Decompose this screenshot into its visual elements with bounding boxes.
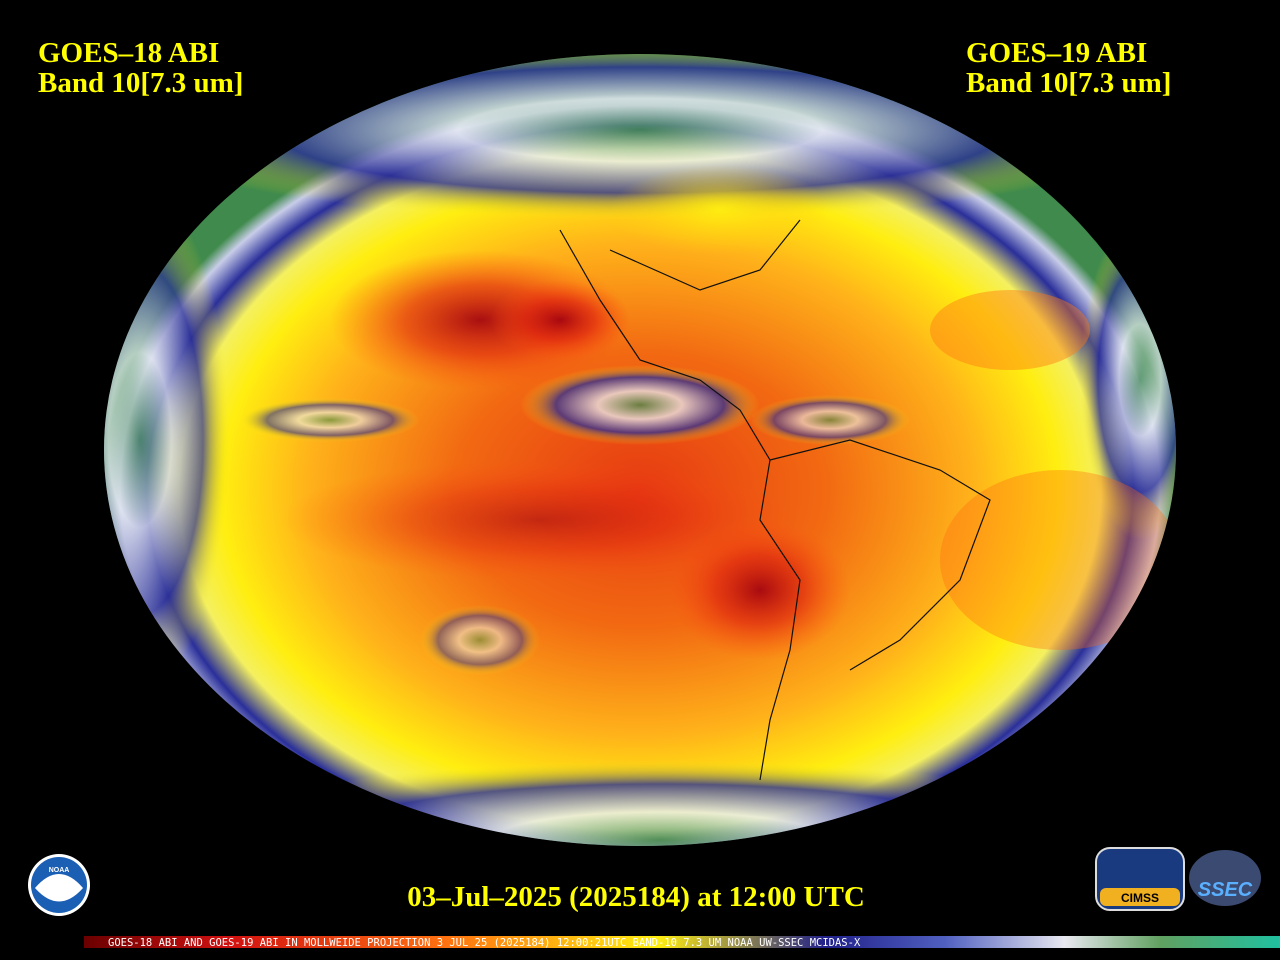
- cimss-logo: CIMSS: [1095, 847, 1185, 911]
- coastlines: [559, 219, 991, 781]
- color-bar: [84, 936, 1280, 948]
- footer-caption: GOES-18 ABI AND GOES-19 ABI IN MOLLWEIDE…: [108, 937, 861, 949]
- noaa-label: NOAA: [49, 867, 70, 874]
- left-band: Band 10[7.3 um]: [38, 67, 243, 99]
- ssec-label: SSEC: [1198, 879, 1253, 901]
- timestamp: 03–Jul–2025 (2025184) at 12:00 UTC: [407, 881, 865, 913]
- left-satellite: GOES–18 ABI: [38, 37, 219, 69]
- noaa-logo: NOAA: [28, 854, 90, 916]
- right-band: Band 10[7.3 um]: [966, 67, 1171, 99]
- ssec-logo: SSEC: [1189, 850, 1261, 906]
- weather-features: [104, 54, 1176, 846]
- cimss-label: CIMSS: [1121, 891, 1159, 905]
- globe: [104, 54, 1176, 846]
- right-satellite: GOES–19 ABI: [966, 37, 1147, 69]
